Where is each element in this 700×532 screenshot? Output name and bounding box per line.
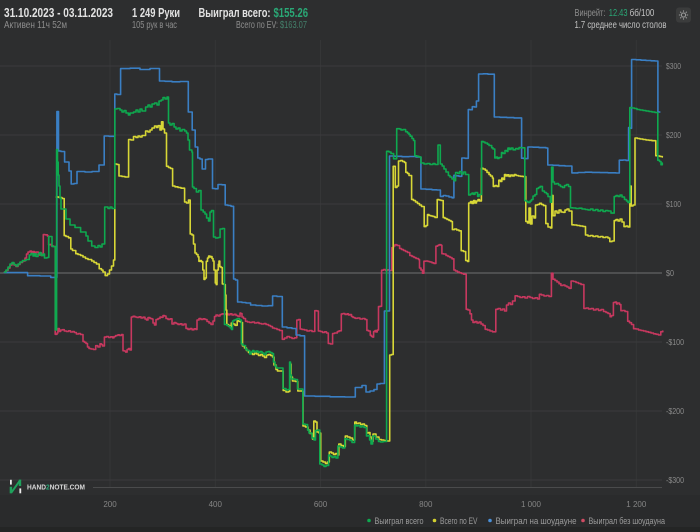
svg-text:бб/100: бб/100 — [630, 7, 655, 19]
svg-text:$100: $100 — [666, 200, 681, 209]
svg-text:-$300: -$300 — [666, 476, 684, 485]
svg-text:Выиграл без шоудауна: Выиграл без шоудауна — [589, 516, 666, 526]
svg-text:1 249 Руки: 1 249 Руки — [132, 6, 180, 20]
svg-text:HAND2NOTE.COM: HAND2NOTE.COM — [27, 483, 85, 492]
svg-text:-$200: -$200 — [666, 407, 684, 416]
svg-text:Активен 11ч 52м: Активен 11ч 52м — [4, 20, 67, 31]
svg-text:$200: $200 — [666, 131, 681, 140]
svg-text:105 рук в час: 105 рук в час — [132, 20, 177, 31]
svg-text:800: 800 — [419, 500, 433, 509]
svg-text:31.10.2023 - 03.11.2023: 31.10.2023 - 03.11.2023 — [4, 6, 113, 20]
svg-text:1.7 среднее число столов: 1.7 среднее число столов — [575, 19, 667, 31]
svg-text:200: 200 — [103, 500, 117, 509]
svg-text:$163.07: $163.07 — [280, 20, 307, 31]
svg-text:-$100: -$100 — [666, 338, 684, 347]
svg-text:$155.26: $155.26 — [274, 6, 309, 20]
svg-text:$300: $300 — [666, 62, 681, 71]
svg-text:Выиграл на шоудауне: Выиграл на шоудауне — [496, 516, 577, 526]
svg-text:12.43: 12.43 — [609, 7, 628, 19]
svg-text:600: 600 — [314, 500, 328, 509]
svg-text:1 200: 1 200 — [626, 500, 647, 509]
svg-text:$0: $0 — [666, 269, 674, 278]
svg-text:Всего по EV:: Всего по EV: — [236, 20, 278, 31]
svg-text:Выиграл всего: Выиграл всего — [375, 516, 424, 526]
svg-text:Выиграл всего:: Выиграл всего: — [199, 6, 271, 20]
svg-text:400: 400 — [209, 500, 223, 509]
svg-text:1 000: 1 000 — [521, 500, 542, 509]
svg-text:Винрейт:: Винрейт: — [575, 7, 606, 19]
svg-text:Всего по EV: Всего по EV — [440, 516, 478, 526]
